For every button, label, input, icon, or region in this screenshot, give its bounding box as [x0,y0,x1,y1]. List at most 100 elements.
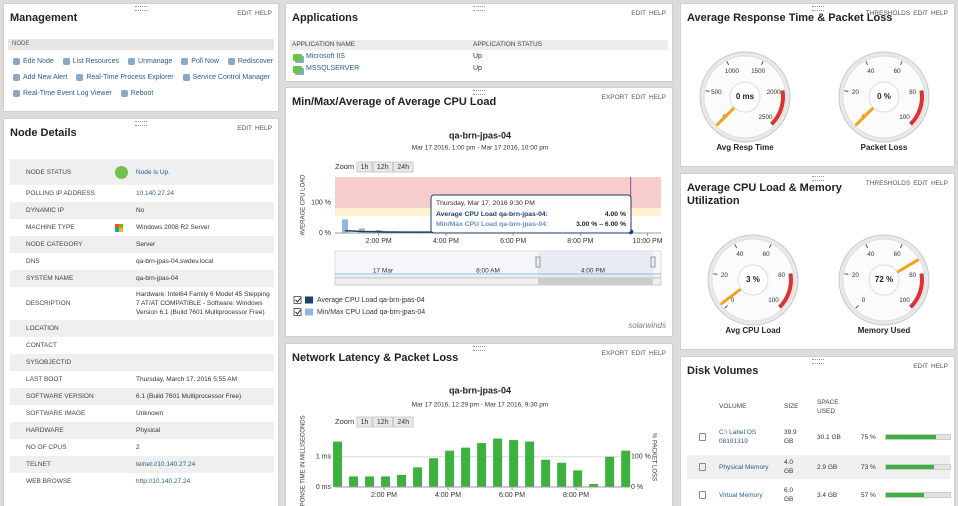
action-link[interactable]: Edit Node [13,58,54,65]
gauge-tick [865,244,869,249]
legend-label[interactable]: Average CPU Load qa-brn-jpas-04 [317,297,425,304]
link-icon [120,90,128,97]
panel-action[interactable]: HELP [649,10,666,17]
column-header: SPACE USED [817,399,839,415]
zoom-button-label[interactable]: 1h [361,419,369,426]
action-link[interactable]: Service Control Manager [182,74,270,81]
action-link[interactable]: Real-Time Event Log Viewer [13,90,112,97]
row-value[interactable]: telnet://10.140.27.24 [136,461,196,468]
panel-action[interactable]: EDIT [631,94,647,101]
app-name[interactable]: MSSQLSERVER [306,65,360,72]
y-tick-label: 1 ms [316,454,332,461]
legend-checkbox[interactable] [293,296,302,304]
link-row: Add New Alert Real-Time Process Explorer S… [13,74,270,81]
navigator-window [538,251,653,277]
latency-bar [381,476,391,487]
panel-action[interactable]: HELP [255,125,272,132]
zoom-button-label[interactable]: 12h [377,419,389,426]
navigator-handle[interactable] [535,256,541,268]
panel-action[interactable]: EDIT [913,363,929,370]
panel-actions: EDIT HELP [234,10,272,17]
drag-handle[interactable] [135,6,147,11]
scrollbar-thumb[interactable] [538,278,653,285]
row-value[interactable]: 10.140.27.24 [136,190,174,197]
node-row: POLLING IP ADDRESS 10.140.27.24 [10,185,274,202]
drag-handle[interactable] [473,90,485,95]
panel-action[interactable]: THRESHOLDS [865,180,911,187]
drag-handle[interactable] [811,6,824,11]
link-icon [182,74,190,81]
legend-check [295,309,301,315]
row-value[interactable]: http://10.140.27.24 [136,478,191,485]
row-label: HARDWARE [26,427,64,434]
panel-action[interactable]: EXPORT [601,350,629,357]
volume-name[interactable]: Virtual Memory [719,491,763,499]
zoom-button-label[interactable]: 24h [397,164,409,171]
zoom-button[interactable] [372,161,393,173]
panel-action[interactable]: HELP [931,363,948,370]
action-link[interactable]: Add New Alert [13,74,67,81]
panel-action[interactable]: HELP [649,94,666,101]
gauge-tick [919,90,924,92]
zoom-button[interactable] [393,161,414,173]
panel-action[interactable]: EDIT [913,10,929,17]
panel-action[interactable]: EDIT [237,125,253,132]
panel-action[interactable]: HELP [931,180,948,187]
drag-handle[interactable] [811,176,824,181]
volume-name[interactable]: Physical Memory [719,463,769,471]
panel-action[interactable]: EXPORT [601,94,629,101]
drag-handle[interactable] [135,121,147,126]
zoom-button[interactable] [393,416,414,428]
legend-label[interactable]: Min/Max CPU Load qa-brn-jpas-04 [317,309,425,316]
volume-icon [699,433,706,441]
gauge-tick-label: 80 [909,272,917,279]
zoom-button[interactable] [356,416,373,428]
panel-action[interactable]: EDIT [237,10,253,17]
gauge-tick-label: 40 [867,251,875,258]
volume-name[interactable]: C:\ Label:OS 08191319 [719,429,757,445]
action-link[interactable]: Rediscover [227,58,273,65]
row-value: Thursday, March 17, 2016 5:55 AM [136,376,238,383]
drag-handle[interactable] [473,346,485,351]
zoom-button[interactable] [356,161,373,173]
row-label: SOFTWARE IMAGE [26,410,86,417]
latency-bar [445,450,455,487]
management-panel: Management EDIT HELP NODE Edit Node List Res… [3,3,279,112]
y-tick-label: 0 ms [316,484,332,491]
gauge-tick [778,305,782,309]
panel-action[interactable]: EDIT [631,350,647,357]
panel-action[interactable]: HELP [649,350,666,357]
panel-title: Average Response Time & Packet Loss [687,12,893,24]
row-value[interactable]: Node is Up. [136,168,170,176]
tooltip-series: Min/Max CPU Load qa-brn-jpas-04: [436,221,548,228]
panel-action[interactable]: EDIT [913,180,929,187]
app-name[interactable]: Microsoft IIS [306,53,345,60]
link-text: Rediscover [237,58,273,65]
panel-actions: EXPORT EDIT HELP [599,94,666,101]
row-background [687,483,950,506]
drag-handle[interactable] [811,359,824,364]
link-icon [13,90,20,97]
zoom-button[interactable] [372,416,393,428]
volume-icon [699,463,706,471]
action-link[interactable]: Reboot [120,90,153,97]
panel-action[interactable]: THRESHOLDS [865,10,911,17]
action-link[interactable]: Real-Time Process Explorer [76,74,174,81]
gauge-value: 72 % [875,275,893,284]
gauge-tick [909,305,913,309]
action-link[interactable]: Unmanage [128,58,172,65]
action-link[interactable]: Poll Now [181,58,219,65]
navigator-handle[interactable] [650,256,656,268]
legend-checkbox[interactable] [293,308,302,316]
gauge-tick [724,305,728,309]
action-link[interactable]: List Resources [62,58,119,65]
zoom-button-label[interactable]: 24h [397,419,409,426]
zoom-button-label[interactable]: 1h [361,164,369,171]
panel-action[interactable]: EDIT [631,10,647,17]
panel-actions: EDIT HELP [910,363,948,370]
zoom-button-label[interactable]: 12h [377,164,389,171]
panel-action[interactable]: HELP [255,10,272,17]
panel-action[interactable]: HELP [931,10,948,17]
gauge-tick-label: 40 [736,251,744,258]
drag-handle[interactable] [473,6,485,11]
